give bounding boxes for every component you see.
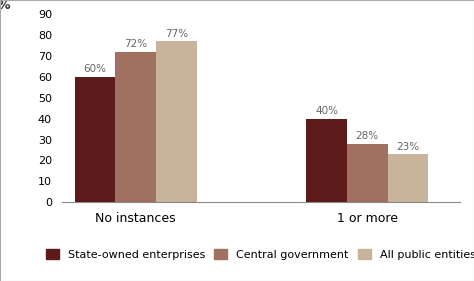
Text: 40%: 40%	[315, 106, 338, 116]
Text: %: %	[0, 0, 10, 12]
Bar	[115, 52, 156, 202]
Text: 77%: 77%	[165, 29, 188, 39]
Bar	[156, 41, 197, 202]
Bar	[388, 154, 428, 202]
Legend: State-owned enterprises, Central government, All public entities: State-owned enterprises, Central governm…	[42, 246, 474, 263]
Bar	[306, 119, 347, 202]
Bar	[74, 77, 115, 202]
Bar	[347, 144, 388, 202]
Text: 60%: 60%	[83, 64, 107, 74]
Text: 72%: 72%	[124, 39, 147, 49]
Text: 23%: 23%	[396, 142, 419, 152]
Text: 28%: 28%	[356, 131, 379, 141]
